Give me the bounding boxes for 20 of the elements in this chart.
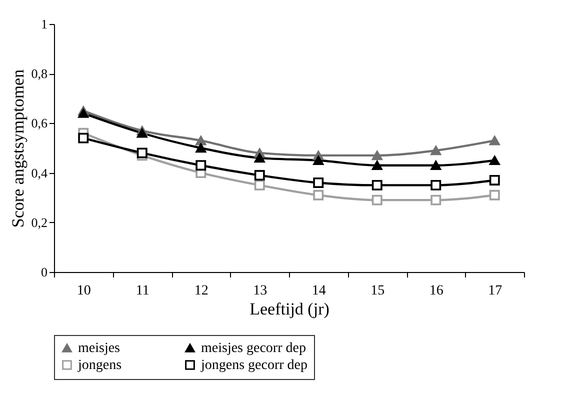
x-tick-label: 15 bbox=[370, 284, 385, 298]
x-tick-label: 11 bbox=[136, 284, 150, 298]
x-tick-label: 13 bbox=[253, 284, 268, 298]
x-tick-label: 16 bbox=[429, 284, 444, 298]
y-tick-label: 0,4 bbox=[31, 165, 48, 180]
y-tick-label: 0,6 bbox=[31, 116, 48, 131]
y-tick-label: 0,8 bbox=[31, 66, 48, 82]
x-tick-label: 17 bbox=[488, 284, 502, 298]
y-tick-label: 0 bbox=[41, 264, 48, 280]
legend-label: meisjes gecorr dep bbox=[201, 341, 306, 356]
legend-label: meisjes bbox=[78, 341, 120, 356]
x-tick-label: 10 bbox=[76, 284, 91, 298]
y-tick-label: 1 bbox=[41, 16, 48, 32]
y-tick-label: 0,2 bbox=[31, 214, 48, 230]
x-axis-title: Leeftijd (jr) bbox=[250, 300, 330, 318]
x-tick-label: 12 bbox=[194, 284, 208, 298]
legend-label: jongens bbox=[77, 358, 122, 373]
y-axis-title: Score angstsymptomen bbox=[8, 68, 28, 228]
x-tick-label: 14 bbox=[312, 284, 326, 298]
legend-label: jongens gecorr dep bbox=[200, 358, 308, 373]
